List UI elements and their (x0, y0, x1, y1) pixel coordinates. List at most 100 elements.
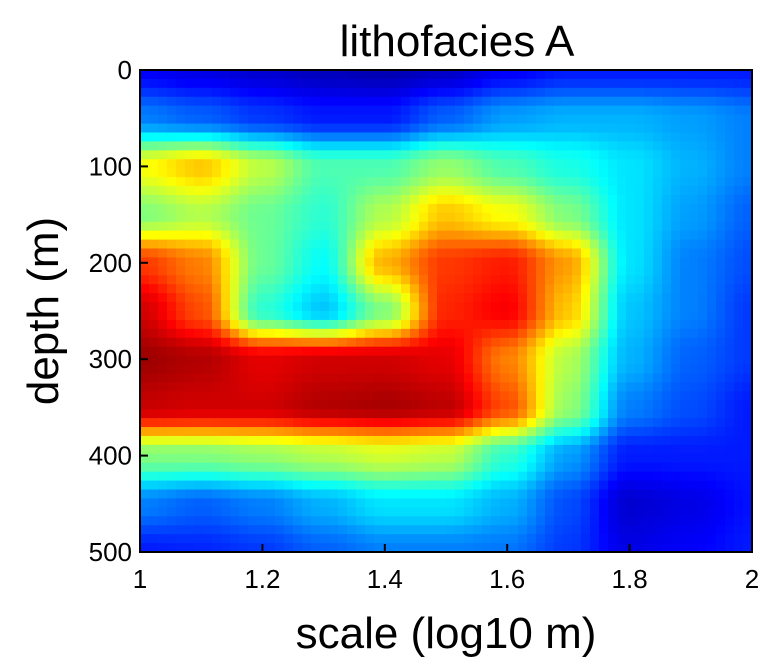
heatmap-cell (293, 257, 303, 267)
heatmap-cell (185, 186, 195, 196)
heatmap-cell (491, 391, 501, 401)
heatmap-cell (311, 435, 321, 446)
heatmap-cell (428, 427, 438, 437)
heatmap-cell (464, 364, 474, 375)
heatmap-cell (518, 96, 528, 107)
heatmap-cell (590, 337, 600, 348)
heatmap-cell (743, 534, 753, 544)
heatmap-cell (581, 516, 591, 526)
heatmap-cell (482, 221, 492, 232)
heatmap-cell (419, 337, 429, 348)
heatmap-cell (383, 391, 393, 401)
heatmap-cell (491, 275, 501, 285)
heatmap-cell (383, 266, 393, 276)
heatmap-cell (284, 346, 294, 357)
heatmap-cell (410, 337, 420, 348)
heatmap-cell (545, 87, 555, 98)
heatmap-cell (419, 418, 429, 428)
heatmap-cell (401, 105, 411, 116)
heatmap-cell (509, 346, 519, 357)
heatmap-cell (185, 203, 195, 214)
heatmap-cell (338, 498, 348, 508)
heatmap-cell (239, 293, 249, 303)
heatmap-cell (293, 418, 303, 428)
heatmap-cell (257, 302, 267, 312)
heatmap-cell (680, 257, 690, 267)
heatmap-cell (158, 525, 168, 535)
heatmap-cell (374, 203, 384, 214)
heatmap-cell (527, 364, 537, 375)
heatmap-cell (365, 96, 375, 107)
heatmap-cell (734, 186, 744, 196)
heatmap-cell (455, 87, 465, 98)
heatmap-cell (698, 435, 708, 446)
heatmap-cell (347, 293, 357, 303)
heatmap-cell (608, 177, 618, 187)
heatmap-cell (383, 489, 393, 500)
heatmap-cell (464, 400, 474, 410)
heatmap-cell (239, 257, 249, 267)
heatmap-cell (500, 239, 510, 250)
heatmap-cell (203, 498, 213, 508)
heatmap-cell (329, 364, 339, 375)
heatmap-cell (347, 159, 357, 169)
heatmap-cell (518, 248, 528, 259)
heatmap-cell (446, 427, 456, 437)
heatmap-cell (140, 132, 150, 143)
heatmap-cell (194, 328, 204, 339)
heatmap-cell (689, 516, 699, 526)
heatmap-cell (203, 418, 213, 428)
heatmap-cell (626, 302, 636, 312)
heatmap-cell (509, 293, 519, 303)
heatmap-cell (608, 70, 618, 80)
heatmap-cell (203, 435, 213, 446)
heatmap-cell (482, 150, 492, 160)
heatmap-cell (545, 168, 555, 178)
heatmap-cell (581, 382, 591, 392)
heatmap-cell (266, 462, 276, 473)
heatmap-cell (689, 453, 699, 464)
heatmap-cell (464, 444, 474, 455)
heatmap-cell (716, 275, 726, 285)
heatmap-cell (284, 418, 294, 428)
heatmap-cell (158, 516, 168, 526)
heatmap-cell (203, 105, 213, 116)
heatmap-cell (176, 480, 186, 491)
heatmap-cell (257, 293, 267, 303)
heatmap-cell (473, 480, 483, 491)
heatmap-cell (419, 159, 429, 169)
heatmap-cell (149, 355, 159, 366)
heatmap-cell (482, 355, 492, 366)
heatmap-cell (293, 525, 303, 535)
heatmap-cell (626, 78, 636, 89)
heatmap-cell (527, 337, 537, 348)
heatmap-cell (266, 248, 276, 259)
heatmap-cell (635, 284, 645, 294)
heatmap-cell (257, 373, 267, 384)
heatmap-cell (635, 248, 645, 259)
heatmap-cell (203, 96, 213, 107)
heatmap-cell (149, 248, 159, 259)
heatmap-cell (329, 346, 339, 357)
heatmap-cell (374, 159, 384, 169)
heatmap-cell (725, 105, 735, 116)
heatmap-cell (329, 239, 339, 250)
heatmap-cell (734, 159, 744, 169)
heatmap-cell (536, 212, 546, 223)
x-tick-label: 1 (133, 564, 147, 594)
heatmap-cell (329, 453, 339, 464)
heatmap-cell (266, 311, 276, 321)
heatmap-cell (689, 391, 699, 401)
heatmap-cell (203, 507, 213, 517)
heatmap-cell (284, 409, 294, 419)
heatmap-cell (275, 418, 285, 428)
heatmap-cell (347, 355, 357, 366)
heatmap-cell (419, 462, 429, 473)
heatmap-cell (599, 70, 609, 80)
heatmap-cell (284, 177, 294, 187)
heatmap-cell (383, 105, 393, 116)
heatmap-cell (590, 480, 600, 491)
heatmap-cell (734, 427, 744, 437)
heatmap-cell (437, 123, 447, 134)
heatmap-cell (491, 498, 501, 508)
